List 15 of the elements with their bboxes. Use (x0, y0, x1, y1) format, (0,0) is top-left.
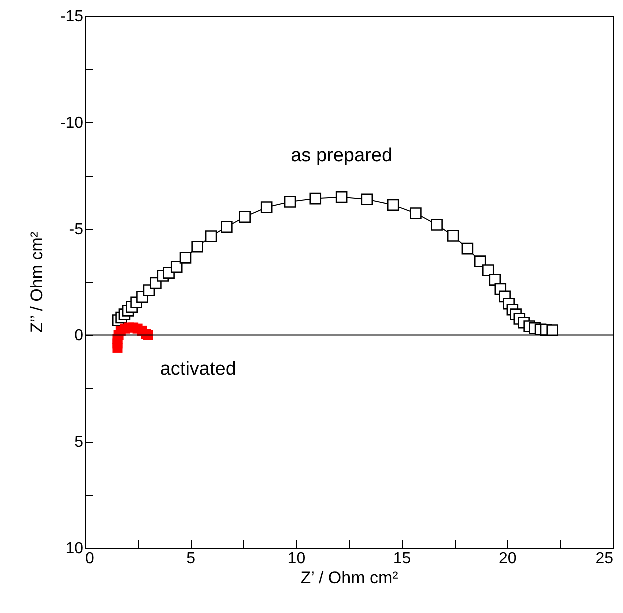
y-tick-label: 0 (74, 328, 84, 345)
series-label: as prepared (291, 145, 393, 166)
x-tick-label: 15 (393, 550, 412, 568)
x-tick-label: 5 (186, 550, 196, 568)
y-tick-label: 5 (74, 434, 84, 452)
y-tick-label: -5 (69, 221, 84, 238)
x-tick-label: 0 (86, 550, 94, 568)
series-label: activated (160, 359, 236, 380)
x-tick-label: 25 (596, 550, 614, 568)
x-axis-title: Z’ / Ohm cm² (300, 568, 399, 588)
x-tick-label: 20 (499, 550, 517, 568)
y-tick-label: -15 (60, 8, 84, 26)
x-tick-label: 10 (288, 550, 306, 568)
y-axis-title: Z’’ / Ohm cm² (27, 232, 46, 334)
y-tick-label: -10 (60, 114, 84, 132)
